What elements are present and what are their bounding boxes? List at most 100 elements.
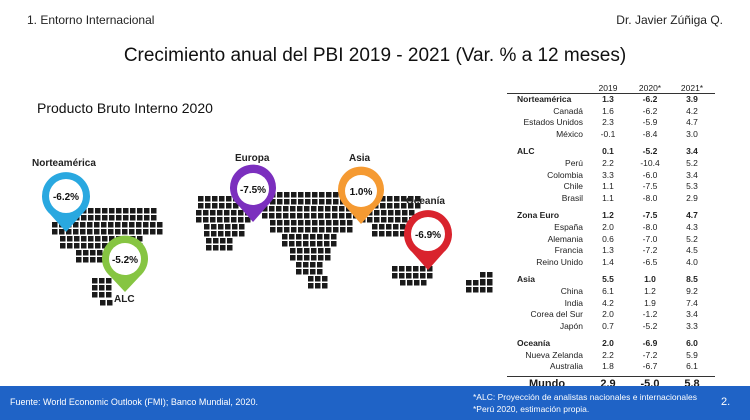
row-value: -6.0 — [642, 169, 658, 180]
row-name: ALC — [517, 146, 535, 157]
map-block — [406, 266, 412, 272]
map-block — [388, 210, 394, 216]
map-block — [324, 234, 330, 240]
pin-value-europa: -7.5% — [240, 185, 266, 196]
map-block — [379, 224, 385, 230]
table-body: Norteamérica 1.3 -6.2 3.9 Canadá 1.6 -6.2 4.2 Es… — [507, 94, 715, 373]
map-block — [109, 236, 115, 242]
row-value: 2.2 — [602, 157, 614, 168]
row-name: México — [556, 128, 583, 139]
map-block — [400, 224, 406, 230]
map-block — [400, 231, 406, 237]
pin-value-asia: 1.0% — [350, 187, 373, 198]
row-value: 3.4 — [686, 146, 698, 157]
table-row: Japón 0.7 -5.2 3.3 — [507, 321, 715, 333]
map-block — [136, 222, 142, 228]
map-block — [308, 276, 314, 282]
map-block — [317, 269, 323, 275]
row-value: -6.9 — [642, 338, 658, 349]
map-block — [270, 199, 276, 205]
map-block — [95, 243, 101, 249]
row-value: 1.3 — [602, 245, 614, 256]
map-block — [395, 217, 401, 223]
row-value: 4.3 — [686, 221, 698, 232]
map-block — [217, 217, 223, 223]
row-value: -8.4 — [642, 128, 658, 139]
map-block — [100, 300, 106, 306]
map-block — [332, 213, 338, 219]
map-block — [317, 234, 323, 240]
map-block — [408, 196, 414, 202]
row-value: 1.8 — [602, 361, 614, 372]
map-block — [224, 217, 230, 223]
map-block — [150, 229, 156, 235]
map-block — [333, 192, 339, 198]
row-value: 2.2 — [602, 349, 614, 360]
row-value: 1.3 — [602, 94, 614, 104]
map-block — [218, 231, 224, 237]
map-block — [231, 210, 237, 216]
map-block — [324, 241, 330, 247]
map-block — [211, 231, 217, 237]
map-block — [129, 229, 135, 235]
map-block — [226, 203, 232, 209]
map-block — [303, 262, 309, 268]
map-block — [386, 231, 392, 237]
map-block — [101, 229, 107, 235]
map-block — [196, 217, 202, 223]
map-block — [290, 213, 296, 219]
row-value: 0.1 — [602, 146, 614, 157]
row-value: 9.2 — [686, 285, 698, 296]
row-value: -5.2 — [642, 320, 658, 331]
pin-label-oceania: Oceanía — [406, 196, 445, 207]
map-block — [270, 220, 276, 226]
map-block — [331, 241, 337, 247]
row-value: 5.2 — [686, 157, 698, 168]
table-row: Australia 1.8 -6.7 6.1 — [507, 361, 715, 373]
row-value: 1.6 — [602, 105, 614, 116]
map-block — [213, 245, 219, 251]
row-name: Colombia — [547, 169, 583, 180]
map-block — [102, 243, 108, 249]
map-block — [298, 227, 304, 233]
map-block — [76, 250, 82, 256]
map-block — [52, 229, 58, 235]
map-block — [284, 227, 290, 233]
map-block — [231, 217, 237, 223]
table-row: España 2.0 -8.0 4.3 — [507, 222, 715, 234]
map-block — [420, 266, 426, 272]
map-block — [326, 227, 332, 233]
row-value: 1.0 — [644, 274, 656, 285]
section-label: 1. Entorno Internacional — [27, 13, 155, 27]
map-block — [322, 276, 328, 282]
row-name: Asia — [517, 274, 535, 285]
map-block — [400, 280, 406, 286]
row-name: Brasil — [561, 192, 583, 203]
pin-label-norteamerica: Norteamérica — [32, 158, 96, 169]
map-block — [297, 255, 303, 261]
map-block — [325, 213, 331, 219]
row-value: 3.0 — [686, 128, 698, 139]
map-block — [296, 234, 302, 240]
map-block — [116, 208, 122, 214]
map-block — [297, 248, 303, 254]
table-row: Canadá 1.6 -6.2 4.2 — [507, 106, 715, 118]
row-value: -5.2 — [642, 146, 658, 157]
map-block — [205, 196, 211, 202]
map-block — [284, 192, 290, 198]
author-label: Dr. Javier Zúñiga Q. — [616, 13, 723, 27]
row-name: Corea del Sur — [530, 309, 583, 320]
map-block — [277, 220, 283, 226]
map-block — [206, 238, 212, 244]
col-2020: 2020* — [638, 83, 662, 93]
row-value: 5.3 — [686, 181, 698, 192]
row-value: 2.0 — [602, 221, 614, 232]
map-block — [102, 208, 108, 214]
slide-title: Crecimiento anual del PBI 2019 - 2021 (V… — [123, 45, 627, 66]
map-block — [95, 215, 101, 221]
map-block — [102, 236, 108, 242]
map-block — [95, 236, 101, 242]
map-block — [109, 215, 115, 221]
row-name: Zona Euro — [517, 210, 560, 221]
map-block — [304, 206, 310, 212]
